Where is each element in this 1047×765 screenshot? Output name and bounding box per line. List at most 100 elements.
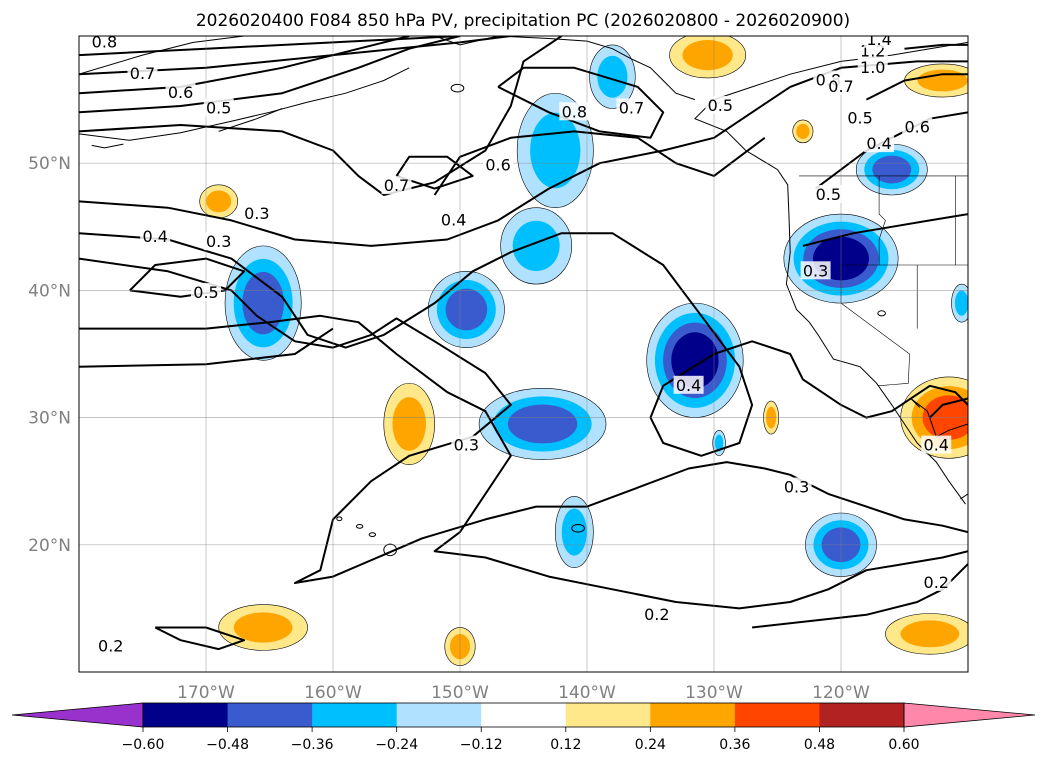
- contour-label-bg: [191, 282, 221, 301]
- contour-label-bg: [438, 210, 469, 229]
- contour-label-bg: [921, 572, 952, 591]
- contour-label: 0.6: [168, 83, 193, 102]
- x-tick-label: 130°W: [685, 683, 743, 703]
- colorbar-segment: [734, 703, 820, 727]
- contour-label-bg: [673, 375, 704, 394]
- island-3: [336, 516, 343, 522]
- shaded-band: [561, 508, 587, 556]
- coastline-6: [91, 143, 124, 149]
- axis-ticks: 170°W 160°W 150°W 140°W 130°W 120°W 20°N 30°N 40…: [28, 154, 870, 703]
- precipitation-shading: [199, 36, 968, 666]
- y-tick-label: 20°N: [28, 536, 71, 556]
- shaded-region-18: [904, 63, 968, 98]
- shaded-region-6: [646, 302, 744, 418]
- colorbar-segment: [565, 703, 651, 727]
- shaded-region-17: [669, 36, 747, 79]
- contour-label-bg: [705, 95, 736, 114]
- x-tick-label: 120°W: [812, 683, 870, 703]
- contour-label: 0.3: [803, 261, 828, 280]
- colorbar-tick-label: 0.24: [635, 737, 666, 753]
- graticule: [79, 36, 968, 672]
- y-tick-label: 50°N: [28, 154, 71, 174]
- shaded-region-4: [589, 44, 636, 109]
- coastline-4: [79, 67, 410, 141]
- contour-labels: 0.8 0.7 0.6 0.5 0.8 0.7 0.6 0.4 0.7 0.3 0.4 0.3 0.5 0…: [89, 30, 952, 656]
- colorbar-segment: [312, 703, 398, 727]
- shaded-band: [206, 190, 232, 213]
- contour-label: 0.7: [130, 64, 155, 83]
- shaded-band: [796, 123, 810, 139]
- x-tick-label: 160°W: [304, 683, 362, 703]
- contour-label: 0.4: [142, 227, 167, 246]
- colorbar-segment: [396, 703, 482, 727]
- shaded-region-8: [855, 143, 928, 196]
- pv-contour-line-16: [929, 397, 968, 419]
- contour-label-bg: [857, 57, 888, 76]
- colorbar-tick-label: −0.12: [460, 737, 503, 753]
- contour-label: 0.8: [562, 102, 587, 121]
- colorbar-tick-label: 0.36: [719, 737, 750, 753]
- contour-label: 0.5: [708, 96, 733, 115]
- contour-label: 0.7: [619, 99, 644, 118]
- coastline-5: [79, 36, 245, 75]
- contour-label: 0.4: [924, 436, 949, 455]
- pv-contour-line-19: [865, 73, 968, 101]
- shaded-region-15: [383, 382, 435, 465]
- contour-label-bg: [89, 36, 120, 51]
- shaded-band: [597, 55, 628, 98]
- colorbar-segment: [819, 703, 905, 727]
- contour-label: 0.3: [784, 478, 809, 497]
- colorbar-tick-label: −0.36: [291, 737, 334, 753]
- contour-label: 0.7: [828, 77, 853, 96]
- island-1: [368, 532, 377, 538]
- pv-contour-line-17: [802, 213, 968, 247]
- island-5: [571, 523, 585, 533]
- colorbar-tick-label: −0.24: [375, 737, 418, 753]
- shaded-band: [714, 434, 724, 452]
- contour-label-bg: [813, 185, 844, 203]
- contour-label-bg: [641, 604, 672, 623]
- contour-label: 0.2: [644, 605, 669, 624]
- shaded-band: [900, 620, 960, 648]
- colorbar-tick-label: −0.60: [122, 737, 165, 753]
- contour-label-bg: [140, 226, 171, 245]
- shaded-band: [507, 404, 578, 444]
- coastline-1: [910, 398, 968, 438]
- contour-label-bg: [800, 261, 831, 280]
- colorbar-tick-label: −0.48: [206, 737, 249, 753]
- contour-label: 0.6: [904, 118, 929, 137]
- pv-contour-line-11: [79, 257, 968, 584]
- shaded-band: [233, 612, 293, 643]
- colorbar-extend-low: [11, 702, 144, 728]
- shaded-band: [445, 288, 488, 331]
- contour-label-bg: [921, 435, 952, 454]
- colorbar-segment: [143, 703, 229, 727]
- contour-label-bg: [902, 117, 933, 136]
- pv-contour-line-2: [79, 36, 410, 95]
- shaded-band: [954, 290, 968, 316]
- contour-label-bg: [864, 134, 895, 153]
- contour-label: 0.3: [454, 436, 479, 455]
- x-tick-label: 140°W: [558, 683, 616, 703]
- shaded-band: [242, 271, 284, 335]
- contour-label: 1.4: [866, 30, 891, 49]
- colorbar-tick-label: 0.60: [888, 737, 919, 753]
- contour-label-bg: [826, 76, 856, 95]
- chart-title: 2026020400 F084 850 hPa PV, precipitatio…: [196, 11, 850, 31]
- pv-contour-line-14: [154, 626, 246, 651]
- contour-label-bg: [203, 98, 234, 117]
- coastlines: [79, 36, 968, 557]
- contour-label: 0.3: [244, 204, 269, 223]
- pv-contour-line-3: [79, 36, 461, 114]
- contour-label: 0.5: [193, 283, 218, 302]
- contour-label: 0.4: [866, 134, 891, 153]
- shaded-region-10: [554, 496, 594, 568]
- political-border-3: [878, 175, 886, 265]
- pv-contour-line-10: [129, 257, 246, 298]
- coastline-7: [218, 108, 283, 132]
- contour-label-bg: [781, 477, 812, 496]
- colorbar-tick-label: 0.48: [804, 737, 835, 753]
- contour-label: 1.0: [860, 58, 885, 77]
- contour-label-bg: [845, 108, 876, 127]
- pv-contour-line-20: [904, 43, 968, 50]
